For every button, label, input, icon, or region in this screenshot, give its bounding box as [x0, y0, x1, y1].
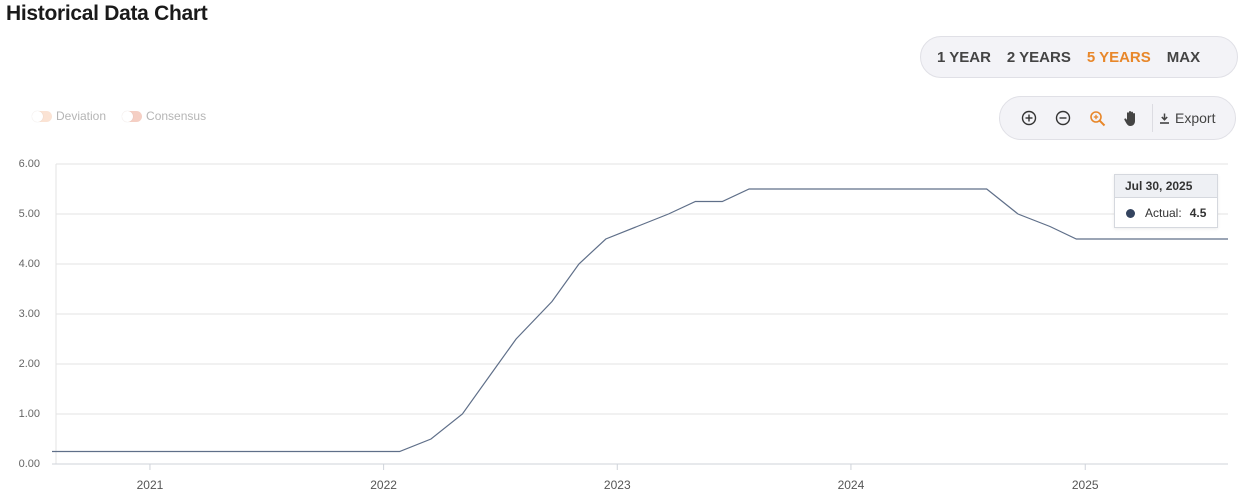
toolbar-divider	[1152, 104, 1153, 132]
tooltip-date: Jul 30, 2025	[1115, 175, 1217, 198]
range-1-year-button[interactable]: 1 YEAR	[937, 48, 991, 66]
pan-button[interactable]	[1114, 103, 1148, 133]
x-tick-label: 2022	[370, 478, 397, 492]
chart-legend: Deviation Consensus	[32, 109, 222, 123]
series-line-actual[interactable]	[52, 188, 1228, 453]
chart-tooltip: Jul 30, 2025 Actual: 4.5	[1114, 174, 1218, 228]
y-tick-label: 0.00	[19, 458, 40, 470]
x-tick-label: 2023	[604, 478, 631, 492]
toggle-icon	[122, 110, 143, 122]
series-lines	[52, 188, 1228, 453]
y-tick-label: 1.00	[19, 408, 40, 420]
x-tick-label: 2025	[1072, 478, 1099, 492]
range-5-years-button[interactable]: 5 YEARS	[1086, 48, 1151, 66]
line-chart: 0.001.002.003.004.005.006.00 2021 2022 202…	[19, 158, 1228, 492]
legend-item-deviation[interactable]: Deviation	[32, 109, 106, 123]
series-dot-icon	[1126, 208, 1135, 218]
tooltip-value: 4.5	[1189, 206, 1207, 220]
y-tick-label: 3.00	[19, 308, 40, 320]
legend-item-consensus[interactable]: Consensus	[122, 109, 206, 123]
y-axis-ticks: 0.00 1.00 2.00 3.00 4.00 5.00 6.00	[19, 158, 40, 470]
zoom-out-button[interactable]	[1046, 103, 1080, 133]
y-tick-label: 4.00	[19, 258, 40, 270]
grid-lines	[52, 163, 1228, 465]
legend-label: Deviation	[56, 109, 107, 123]
zoom-in-button[interactable]	[1012, 103, 1046, 133]
export-label: Export	[1175, 110, 1216, 126]
range-selector: 1 YEAR 2 YEARS 5 YEARS MAX	[920, 36, 1238, 78]
export-button[interactable]: Export	[1159, 110, 1215, 126]
range-2-years-button[interactable]: 2 YEARS	[1006, 48, 1071, 66]
zoom-in-icon	[1021, 110, 1037, 126]
hand-pan-icon	[1124, 110, 1135, 126]
y-tick-label: 6.00	[19, 158, 40, 170]
x-axis-ticks: 2021 2022 2023 2024 2025	[137, 464, 1099, 492]
download-icon	[1160, 113, 1169, 124]
legend-label: Consensus	[146, 109, 207, 123]
y-tick-label: 5.00	[19, 208, 40, 220]
magnifier-zoom-icon	[1089, 110, 1105, 126]
x-tick-label: 2024	[838, 478, 865, 492]
zoom-out-icon	[1055, 110, 1071, 126]
range-max-button[interactable]: MAX	[1166, 48, 1201, 66]
x-tick-label: 2021	[137, 478, 164, 492]
selection-zoom-button[interactable]	[1080, 103, 1114, 133]
chart-toolbar: Export	[999, 96, 1236, 140]
page-title: Historical Data Chart	[6, 2, 208, 25]
toggle-icon	[32, 110, 52, 122]
y-tick-label: 2.00	[19, 358, 40, 370]
tooltip-series-label: Actual:	[1145, 206, 1182, 220]
